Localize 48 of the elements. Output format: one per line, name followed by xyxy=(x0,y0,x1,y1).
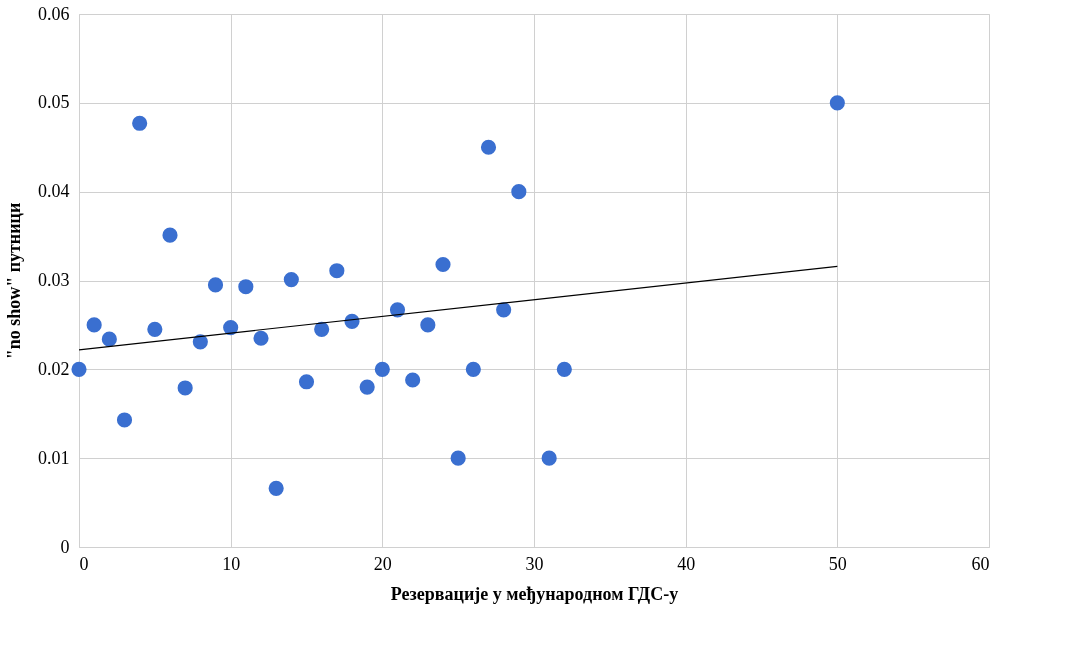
point xyxy=(192,334,208,350)
point xyxy=(268,480,284,496)
x-axis-title: Резервације у међународном ГДС-у xyxy=(390,583,679,604)
point xyxy=(556,361,572,377)
x-tick-label: 10 xyxy=(222,553,241,574)
x-tick-label: 60 xyxy=(971,553,990,574)
point xyxy=(389,302,406,318)
point xyxy=(71,361,87,377)
point xyxy=(101,331,117,347)
y-tick-label: 0.01 xyxy=(38,447,70,468)
point xyxy=(405,372,421,388)
point xyxy=(86,317,102,333)
point xyxy=(496,302,512,318)
y-tick-label: 0.06 xyxy=(38,3,70,24)
point xyxy=(132,115,148,131)
point xyxy=(374,361,390,377)
y-tick-label: 0 xyxy=(60,536,70,557)
point xyxy=(314,321,330,337)
point xyxy=(207,277,224,293)
x-tick-label: 50 xyxy=(828,553,847,574)
point xyxy=(253,330,269,346)
x-tick-label: 0 xyxy=(79,553,89,574)
point xyxy=(450,450,466,466)
point xyxy=(116,412,133,428)
y-tick-label: 0.03 xyxy=(38,270,70,290)
point xyxy=(829,95,845,111)
point xyxy=(329,263,345,279)
point xyxy=(511,184,527,200)
x-tick-label: 40 xyxy=(677,553,696,574)
y-tick-label: 0.02 xyxy=(38,358,70,379)
point xyxy=(359,379,375,395)
y-axis-title: "no show" путници xyxy=(4,202,24,360)
y-tick-label: 0.05 xyxy=(38,92,70,113)
point xyxy=(541,450,557,466)
point xyxy=(283,272,299,288)
point xyxy=(147,321,163,337)
point xyxy=(162,227,178,243)
point xyxy=(420,317,436,333)
x-tick-label: 30 xyxy=(525,553,544,574)
point xyxy=(465,361,481,377)
point xyxy=(435,256,451,273)
point xyxy=(298,374,315,390)
point xyxy=(223,320,239,336)
point xyxy=(480,139,497,155)
y-tick-label: 0.04 xyxy=(38,181,70,202)
point xyxy=(238,279,254,295)
x-tick-label: 20 xyxy=(373,553,392,574)
point xyxy=(177,380,193,396)
